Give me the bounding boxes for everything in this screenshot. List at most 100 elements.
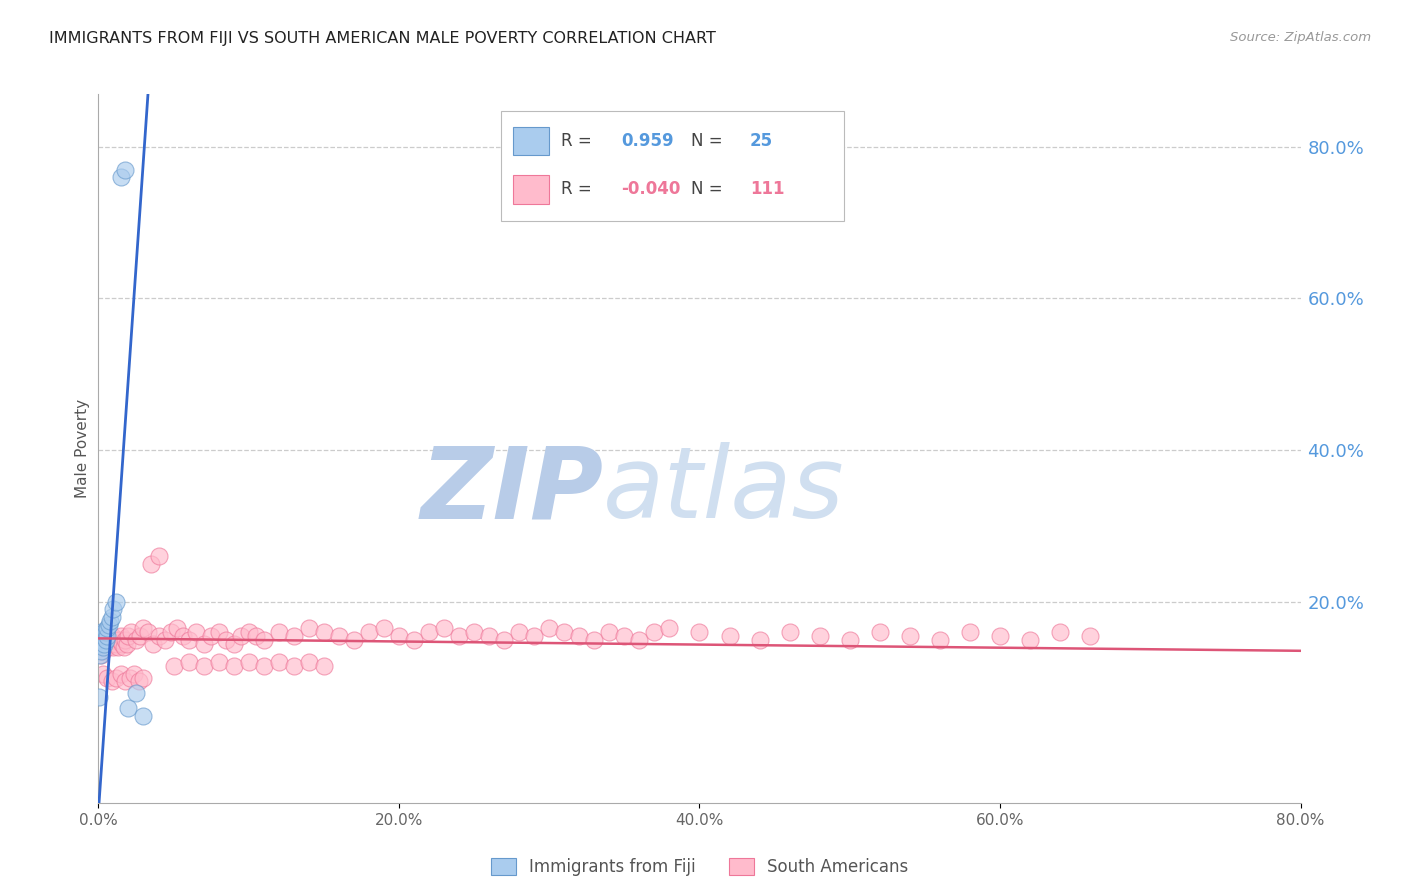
Point: [108, 632, 131, 647]
Y-axis label: Male Poverty: Male Poverty: [75, 399, 90, 498]
Point: [121, 625, 143, 640]
Point: [114, 632, 136, 647]
Point: [1049, 625, 1071, 640]
Bar: [513, 127, 550, 155]
Point: [193, 659, 215, 673]
Point: [177, 656, 200, 670]
Point: [139, 557, 162, 571]
Point: [172, 629, 194, 643]
Point: [184, 625, 207, 640]
Point: [105, 595, 128, 609]
Point: [689, 625, 711, 640]
Text: R =: R =: [561, 180, 598, 198]
Point: [298, 621, 321, 635]
Point: [222, 636, 245, 650]
Point: [91, 636, 114, 650]
Point: [148, 629, 170, 643]
Point: [132, 621, 155, 635]
Text: ZIP: ZIP: [420, 442, 603, 540]
Point: [89, 636, 111, 650]
Point: [988, 629, 1011, 643]
Point: [373, 621, 395, 635]
Point: [643, 625, 665, 640]
Point: [107, 640, 129, 655]
Bar: [513, 175, 550, 203]
Text: 0.959: 0.959: [621, 132, 673, 150]
Point: [215, 632, 238, 647]
Point: [628, 632, 651, 647]
Point: [494, 632, 516, 647]
Point: [253, 632, 276, 647]
Point: [153, 632, 176, 647]
Point: [89, 690, 111, 704]
Text: -0.040: -0.040: [621, 180, 681, 198]
Point: [298, 656, 321, 670]
Point: [208, 625, 231, 640]
Point: [162, 659, 184, 673]
Point: [115, 636, 138, 650]
Point: [93, 625, 115, 640]
Point: [128, 674, 150, 689]
Point: [96, 671, 118, 685]
Point: [103, 640, 125, 655]
Point: [97, 617, 120, 632]
Point: [141, 636, 163, 650]
Point: [283, 659, 305, 673]
Text: atlas: atlas: [603, 442, 845, 540]
Point: [869, 625, 891, 640]
Point: [105, 671, 128, 685]
Point: [238, 656, 260, 670]
Point: [568, 629, 591, 643]
Point: [129, 629, 152, 643]
Point: [838, 632, 860, 647]
Point: [91, 666, 114, 681]
Point: [418, 625, 440, 640]
Point: [124, 666, 146, 681]
Point: [208, 656, 231, 670]
Point: [118, 671, 141, 685]
Point: [1019, 632, 1042, 647]
Point: [253, 659, 276, 673]
Point: [1078, 629, 1101, 643]
Text: N =: N =: [692, 180, 728, 198]
Point: [125, 686, 148, 700]
Point: [136, 625, 159, 640]
Point: [748, 632, 770, 647]
Point: [91, 629, 114, 643]
Point: [166, 621, 188, 635]
Point: [538, 621, 561, 635]
Point: [898, 629, 921, 643]
Point: [447, 629, 470, 643]
Point: [357, 625, 380, 640]
Point: [101, 610, 124, 624]
Point: [90, 625, 112, 640]
Point: [553, 625, 575, 640]
Point: [238, 625, 260, 640]
Point: [96, 629, 118, 643]
Point: [343, 632, 366, 647]
Point: [132, 708, 155, 723]
Text: 111: 111: [749, 180, 785, 198]
Point: [101, 629, 124, 643]
Point: [101, 674, 124, 689]
Point: [613, 629, 636, 643]
Point: [388, 629, 411, 643]
Text: Source: ZipAtlas.com: Source: ZipAtlas.com: [1230, 31, 1371, 45]
Point: [91, 644, 114, 658]
Point: [200, 629, 222, 643]
Point: [90, 648, 112, 662]
Point: [112, 640, 135, 655]
Text: R =: R =: [561, 132, 598, 150]
Point: [148, 549, 170, 564]
Point: [508, 625, 530, 640]
Point: [97, 632, 120, 647]
Point: [89, 629, 111, 643]
Point: [94, 636, 117, 650]
FancyBboxPatch shape: [501, 112, 844, 221]
Point: [104, 632, 127, 647]
Point: [100, 614, 122, 628]
Point: [245, 629, 267, 643]
Point: [959, 625, 981, 640]
Point: [193, 636, 215, 650]
Point: [779, 625, 801, 640]
